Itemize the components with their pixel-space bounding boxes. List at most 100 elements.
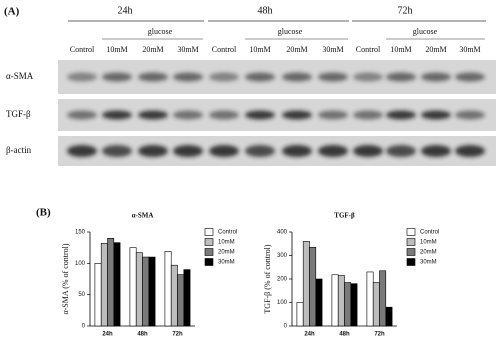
- bar: [177, 274, 185, 327]
- bar: [129, 247, 137, 327]
- bar: [309, 246, 317, 327]
- legend-swatch: [204, 238, 214, 246]
- x-tick-label: 72h: [374, 332, 385, 338]
- bar: [100, 242, 108, 327]
- bar: [142, 256, 150, 327]
- lane-label: 30mM: [322, 45, 343, 54]
- y-axis-label: TGF-β (% of control): [263, 244, 272, 314]
- x-tick-label: 72h: [172, 332, 183, 338]
- panel-label: (A): [4, 6, 20, 18]
- bar: [296, 302, 304, 327]
- blot-band: [67, 110, 97, 120]
- legend-label: 30mM: [420, 260, 437, 266]
- lane-label: Control: [70, 45, 95, 54]
- y-tick-label: 50: [78, 292, 85, 298]
- blot-band: [209, 145, 239, 157]
- group-label: glucose: [148, 27, 173, 36]
- legend-swatch: [204, 248, 214, 256]
- y-tick-label: 100: [75, 261, 86, 267]
- blot-band: [421, 72, 451, 82]
- blot-band: [67, 145, 97, 157]
- x-tick-label: 48h: [137, 332, 148, 338]
- bar: [331, 274, 339, 327]
- y-tick-label: 300: [277, 253, 288, 259]
- y-tick-label: 0: [284, 324, 288, 330]
- row-label: TGF-β: [6, 109, 31, 119]
- blot-band: [67, 72, 97, 82]
- blot-band: [173, 110, 203, 120]
- blot-band: [386, 145, 416, 157]
- blot-band: [455, 72, 485, 82]
- lane-label: 20mM: [142, 45, 163, 54]
- legend-label: 30mM: [218, 260, 235, 266]
- x-tick-label: 24h: [102, 332, 113, 338]
- blot-band: [138, 72, 168, 82]
- y-tick-label: 0: [82, 324, 86, 330]
- legend-swatch: [406, 258, 416, 266]
- bar: [302, 241, 310, 327]
- legend-label: Control: [218, 230, 237, 236]
- lane-label: 30mM: [459, 45, 480, 54]
- timepoint-label: 48h: [258, 5, 273, 16]
- bar: [372, 282, 380, 327]
- legend-swatch: [406, 248, 416, 256]
- bar: [135, 252, 143, 327]
- legend-label: 10mM: [218, 240, 235, 246]
- lane-label: 30mM: [177, 45, 198, 54]
- chart-title: α-SMA: [132, 212, 154, 220]
- blot-band: [421, 145, 451, 157]
- bar: [183, 269, 191, 327]
- bar: [164, 251, 172, 327]
- row-label: α-SMA: [6, 71, 34, 81]
- bar: [350, 283, 358, 327]
- blot-band: [421, 110, 451, 120]
- lane-label: 10mM: [249, 45, 270, 54]
- blot-band: [353, 110, 383, 120]
- y-tick-label: 400: [277, 230, 288, 236]
- blot-band: [209, 72, 239, 82]
- y-tick-label: 100: [277, 300, 288, 306]
- legend-label: 10mM: [420, 240, 437, 246]
- lane-label: 20mM: [286, 45, 307, 54]
- group-label: glucose: [278, 27, 303, 36]
- lane-label: Control: [356, 45, 381, 54]
- panel-label: (B): [36, 207, 51, 219]
- legend-swatch: [406, 228, 416, 236]
- blot-band: [102, 110, 132, 120]
- y-axis-label: α-SMA (% of control): [61, 243, 70, 314]
- y-tick-label: 150: [75, 230, 86, 236]
- x-tick-label: 24h: [304, 332, 315, 338]
- bar: [170, 264, 178, 327]
- blot-band: [282, 145, 312, 157]
- blot-band: [138, 110, 168, 120]
- blot-band: [318, 145, 348, 157]
- legend-label: 20mM: [420, 250, 437, 256]
- timepoint-label: 24h: [118, 5, 133, 16]
- blot-band: [173, 72, 203, 82]
- legend-swatch: [204, 228, 214, 236]
- blot-band: [353, 72, 383, 82]
- blot-band: [282, 110, 312, 120]
- lane-label: 10mM: [390, 45, 411, 54]
- blot-band: [318, 72, 348, 82]
- bar: [379, 270, 387, 327]
- blot-band: [102, 72, 132, 82]
- bar: [94, 263, 102, 327]
- blot-band: [353, 145, 383, 157]
- blot-band: [245, 110, 275, 120]
- bar: [113, 242, 121, 327]
- blot-band: [386, 72, 416, 82]
- row-label: β-actin: [6, 145, 32, 155]
- group-label: glucose: [413, 27, 438, 36]
- bar: [344, 282, 352, 327]
- blot-band: [455, 110, 485, 120]
- blot-band: [386, 110, 416, 120]
- blot-band: [138, 145, 168, 157]
- bar: [315, 278, 323, 327]
- lane-label: 10mM: [106, 45, 127, 54]
- bar: [337, 275, 345, 327]
- x-tick-label: 48h: [339, 332, 350, 338]
- lane-label: 20mM: [425, 45, 446, 54]
- bar: [107, 237, 115, 327]
